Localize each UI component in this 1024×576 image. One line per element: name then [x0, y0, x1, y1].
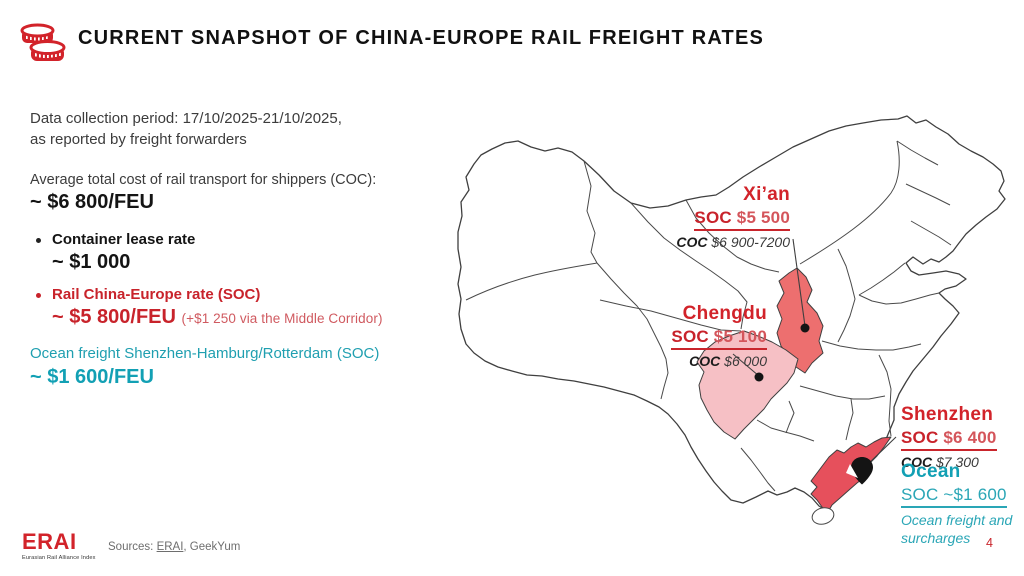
- middle-corridor-note: (+$1 250 via the Middle Corridor): [181, 311, 383, 326]
- chengdu-coc-line: COC $6 000: [689, 353, 767, 370]
- container-lease-label: Container lease rate: [52, 231, 196, 248]
- chengdu-connector: [732, 353, 760, 377]
- region-shaanxi-xian: [776, 267, 824, 374]
- chengdu-city-name: Chengdu: [682, 303, 767, 324]
- ocean-description: Ocean freight and surcharges: [901, 512, 1013, 546]
- hainan-island: [811, 507, 835, 525]
- chengdu-soc-line: SOC $5 100: [671, 327, 767, 351]
- xian-coc-line: COC $6 900-7200: [676, 234, 790, 251]
- erai-logo: ERAI Eurasian Rail Alliance Index: [22, 529, 112, 562]
- shenzhen-pin-icon: [851, 457, 873, 485]
- xian-marker-dot: [800, 323, 810, 333]
- ocean-label: Ocean SOC ~$1 600 Ocean freight and surc…: [901, 461, 1024, 547]
- page-number: 4: [986, 536, 993, 550]
- ocean-soc-line: SOC ~$1 600: [901, 485, 1007, 509]
- container-lease-value: ~ $1 000: [52, 251, 131, 273]
- shenzhen-city-name: Shenzhen: [901, 404, 994, 425]
- data-collection-period: Data collection period: 17/10/2025-21/10…: [30, 108, 342, 151]
- xian-city-name: Xi’an: [743, 184, 790, 205]
- coins-icon: [20, 23, 66, 61]
- erai-logo-subtext: Eurasian Rail Alliance Index: [22, 555, 96, 561]
- rail-rate-label: Rail China-Europe rate (SOC): [52, 286, 261, 303]
- shenzhen-coc-line: COC $7 300: [901, 454, 979, 471]
- sources-text: Sources: ERAI, GeekYum: [108, 541, 241, 553]
- province-borders: [465, 140, 952, 492]
- ocean-freight-value: ~ $1 600/FEU: [30, 366, 154, 388]
- rail-rate-bullet: Rail China-Europe rate (SOC) ~ $5 800/FE…: [30, 286, 383, 329]
- chengdu-marker-dot: [754, 372, 764, 382]
- period-line-1: Data collection period: 17/10/2025-21/10…: [30, 110, 342, 127]
- xian-label: Xi’an SOC $5 500 COC $6 900-7200: [610, 184, 790, 251]
- container-lease-bullet: Container lease rate ~ $1 000: [30, 231, 195, 274]
- chengdu-label: Chengdu SOC $5 100 COC $6 000: [590, 303, 767, 370]
- page-title: CURRENT SNAPSHOT OF CHINA-EUROPE RAIL FR…: [78, 27, 765, 49]
- ocean-freight-label: Ocean freight Shenzhen-Hamburg/Rotterdam…: [30, 345, 380, 362]
- connector-lines: [732, 238, 897, 467]
- erai-logo-text: ERAI: [22, 529, 77, 554]
- ocean-freight-block: Ocean freight Shenzhen-Hamburg/Rotterdam…: [30, 345, 379, 389]
- region-sichuan-chengdu: [696, 330, 799, 440]
- bullet-dot-icon: [36, 238, 41, 243]
- erai-source-link[interactable]: ERAI: [156, 541, 184, 553]
- xian-soc-line: SOC $5 500: [694, 208, 790, 232]
- ocean-title: Ocean: [901, 461, 961, 482]
- average-cost-block: Average total cost of rail transport for…: [30, 172, 376, 214]
- rail-rate-value: ~ $5 800/FEU (+$1 250 via the Middle Cor…: [52, 306, 383, 328]
- average-cost-label: Average total cost of rail transport for…: [30, 172, 377, 188]
- average-cost-value: ~ $6 800/FEU: [30, 191, 154, 213]
- period-line-2: as reported by freight forwarders: [30, 131, 247, 149]
- china-outline: [457, 115, 1006, 512]
- shenzhen-connector: [865, 436, 897, 467]
- shenzhen-soc-line: SOC $6 400: [901, 428, 997, 452]
- estuary-notch: [846, 464, 858, 478]
- xian-connector: [792, 238, 806, 327]
- bullet-dot-icon: [36, 293, 41, 298]
- shenzhen-label: Shenzhen SOC $6 400 COC $7 300: [901, 404, 1024, 471]
